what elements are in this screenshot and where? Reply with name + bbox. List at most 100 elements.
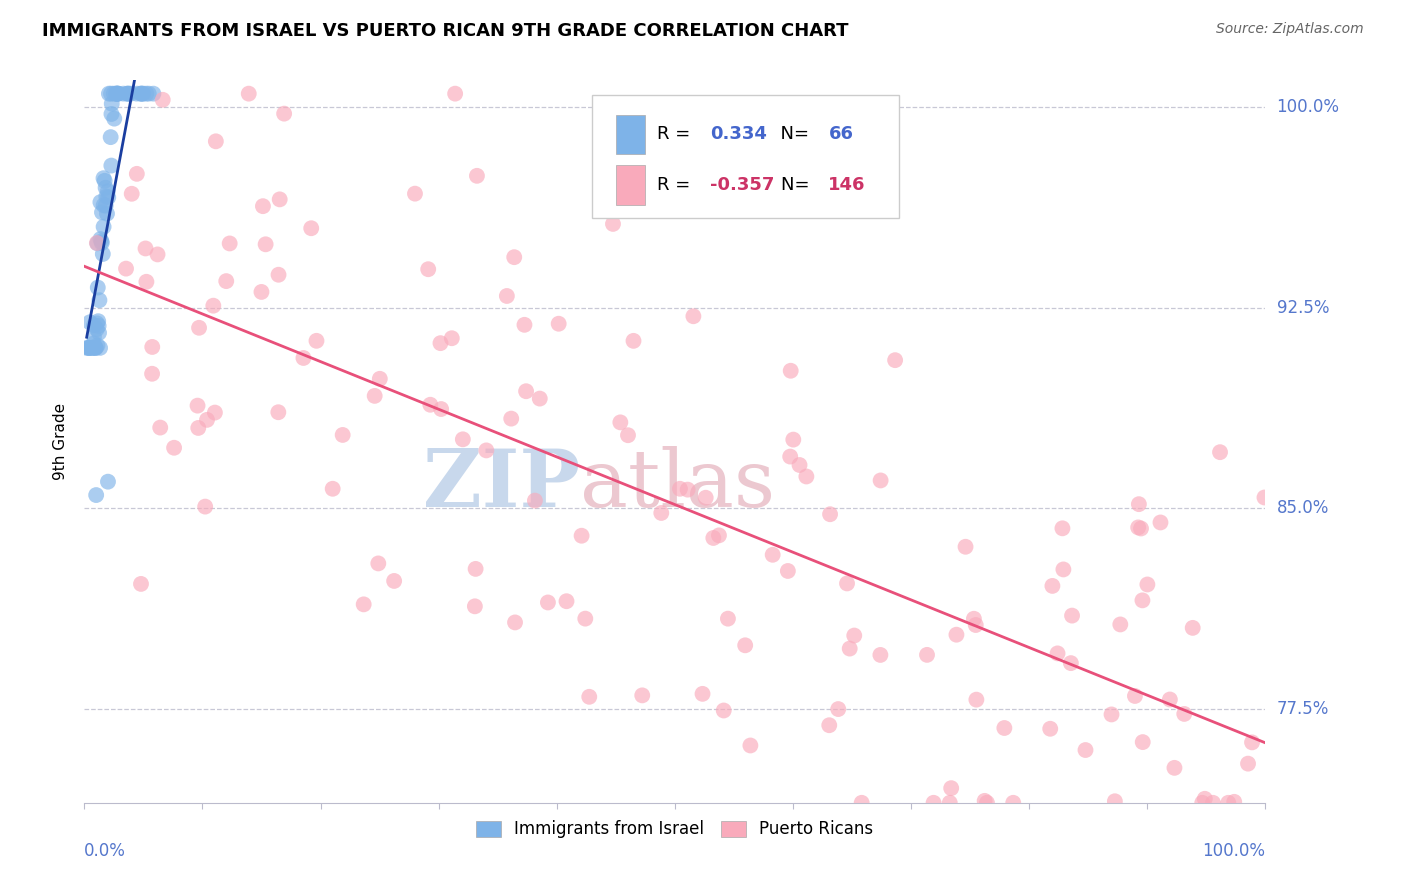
Point: [1149, 516, 1171, 530]
Point: [89, 195, 111, 210]
Point: [105, 87, 128, 101]
Point: [851, 796, 873, 810]
Point: [368, 372, 391, 386]
Point: [993, 721, 1015, 735]
Point: [555, 594, 578, 608]
Point: [93, 174, 115, 188]
Point: [195, 413, 218, 427]
Point: [1052, 562, 1074, 576]
Point: [97, 184, 120, 198]
Point: [76, 341, 98, 355]
Point: [1218, 796, 1240, 810]
Point: [112, 87, 135, 101]
Point: [617, 428, 640, 442]
Text: R =: R =: [657, 126, 696, 144]
Point: [90, 235, 112, 250]
Point: [103, 112, 125, 126]
Point: [202, 299, 225, 313]
Point: [945, 628, 967, 642]
Point: [1042, 579, 1064, 593]
Point: [187, 399, 209, 413]
Point: [125, 167, 148, 181]
Point: [115, 261, 138, 276]
Point: [218, 236, 240, 251]
Point: [419, 398, 441, 412]
Point: [353, 598, 375, 612]
Point: [695, 491, 717, 505]
Point: [79, 315, 101, 329]
Point: [501, 411, 523, 425]
Point: [1202, 796, 1225, 810]
Point: [131, 87, 153, 101]
Point: [96, 189, 118, 203]
Point: [107, 87, 129, 101]
Point: [796, 469, 818, 483]
Point: [869, 474, 891, 488]
FancyBboxPatch shape: [616, 114, 645, 154]
Text: 77.5%: 77.5%: [1277, 700, 1329, 718]
Point: [574, 612, 596, 626]
Text: 146: 146: [828, 176, 866, 194]
Point: [125, 87, 148, 101]
FancyBboxPatch shape: [616, 165, 645, 205]
Point: [955, 540, 977, 554]
Point: [252, 199, 274, 213]
Point: [93, 171, 115, 186]
Point: [1132, 593, 1154, 607]
Point: [86, 322, 108, 336]
Point: [135, 87, 157, 101]
Point: [537, 595, 560, 609]
Point: [299, 221, 322, 235]
Text: N=: N=: [769, 126, 815, 144]
Point: [503, 250, 526, 264]
Point: [87, 314, 110, 328]
Text: R =: R =: [657, 176, 696, 194]
Point: [1130, 521, 1153, 535]
Point: [205, 134, 228, 148]
Point: [187, 421, 209, 435]
Point: [188, 320, 211, 334]
Point: [1223, 795, 1246, 809]
Point: [571, 529, 593, 543]
Point: [132, 87, 155, 101]
Point: [100, 130, 122, 145]
Point: [1253, 491, 1275, 505]
Point: [713, 704, 735, 718]
Point: [1123, 689, 1146, 703]
Point: [973, 794, 995, 808]
Point: [965, 618, 987, 632]
Point: [77, 341, 100, 355]
Point: [163, 441, 186, 455]
Point: [79, 341, 101, 355]
Point: [120, 87, 142, 101]
Point: [835, 576, 858, 591]
Text: 92.5%: 92.5%: [1277, 299, 1329, 317]
Point: [107, 87, 129, 101]
Point: [1104, 794, 1126, 808]
Point: [84, 341, 107, 355]
Point: [717, 612, 740, 626]
Point: [513, 318, 536, 332]
Point: [103, 87, 125, 101]
Point: [117, 87, 139, 101]
Point: [515, 384, 537, 399]
Point: [97, 475, 120, 489]
Point: [523, 493, 546, 508]
Point: [1074, 743, 1097, 757]
Point: [609, 416, 631, 430]
Point: [269, 193, 291, 207]
Point: [363, 389, 385, 403]
Point: [273, 106, 295, 120]
Point: [976, 796, 998, 810]
Point: [692, 687, 714, 701]
Point: [138, 87, 160, 101]
Point: [503, 615, 526, 630]
Point: [84, 341, 107, 355]
Point: [87, 326, 110, 340]
Point: [1060, 608, 1083, 623]
Point: [129, 87, 152, 101]
Point: [623, 334, 645, 348]
Point: [941, 781, 963, 796]
Point: [789, 458, 811, 472]
Point: [838, 641, 860, 656]
